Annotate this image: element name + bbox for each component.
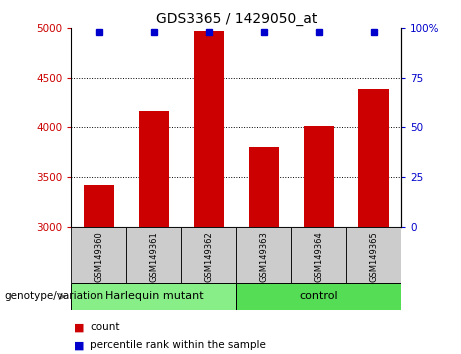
Bar (291, 227, 346, 283)
Text: ■: ■ (74, 322, 84, 332)
Text: count: count (90, 322, 119, 332)
Text: GSM149360: GSM149360 (95, 231, 103, 282)
Text: ■: ■ (74, 340, 84, 350)
Text: GSM149361: GSM149361 (149, 231, 159, 282)
Bar (181, 227, 236, 283)
Text: GSM149364: GSM149364 (314, 231, 323, 282)
Text: GSM149362: GSM149362 (204, 231, 213, 282)
Text: control: control (299, 291, 338, 302)
Bar (84, 185, 114, 227)
Bar (139, 110, 169, 227)
Text: Harlequin mutant: Harlequin mutant (105, 291, 203, 302)
Bar (236, 283, 401, 310)
Title: GDS3365 / 1429050_at: GDS3365 / 1429050_at (155, 12, 317, 26)
Bar (126, 227, 181, 283)
Bar (303, 126, 334, 227)
Text: GSM149363: GSM149363 (259, 231, 268, 282)
Bar (236, 227, 291, 283)
Bar (359, 89, 389, 227)
Bar (248, 147, 279, 227)
Bar (194, 31, 224, 227)
Text: GSM149365: GSM149365 (369, 231, 378, 282)
Text: genotype/variation: genotype/variation (5, 291, 104, 302)
Bar (71, 283, 236, 310)
Bar (71, 227, 126, 283)
Bar (346, 227, 401, 283)
Text: percentile rank within the sample: percentile rank within the sample (90, 340, 266, 350)
